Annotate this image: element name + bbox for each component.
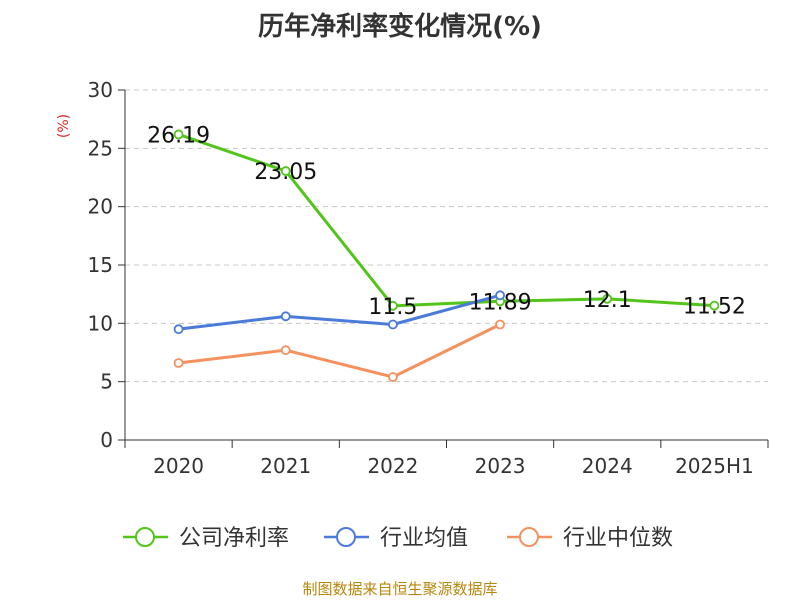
data-point-2-0 <box>173 358 184 368</box>
x-tick-label-2024: 2024 <box>582 454 633 478</box>
y-tick-label-30: 30 <box>88 78 113 102</box>
grid-lines <box>125 89 768 383</box>
data-point-1-3 <box>495 290 505 301</box>
data-point-2-2 <box>388 372 398 382</box>
data-point-0-4 <box>602 293 613 304</box>
x-tick-label-2022: 2022 <box>367 454 418 478</box>
data-label-0-1: 23.05 <box>254 160 317 185</box>
data-point-0-1 <box>280 166 291 176</box>
legend-marker-1 <box>336 527 356 547</box>
data-point-0-5 <box>709 300 720 311</box>
data-label-0-2: 11.5 <box>368 295 417 320</box>
y-tick-label-5: 5 <box>100 370 113 394</box>
legend-marker-2 <box>519 527 539 547</box>
chart-title: 历年净利率变化情况(%) <box>258 12 542 42</box>
x-tick-label-2023: 2023 <box>475 454 526 478</box>
series-line-0 <box>178 133 715 308</box>
y-tick-label-0: 0 <box>100 428 113 452</box>
data-labels: 26.19 23.05 11.5 11.89 12.1 11.52 <box>147 123 746 319</box>
source-note: 制图数据来自恒生聚源数据库 <box>302 580 498 598</box>
legend: 公司净利率 行业均值 行业中位数 <box>123 526 673 551</box>
x-tick-label-2021: 2021 <box>260 454 311 478</box>
legend-label-0: 公司净利率 <box>179 526 289 551</box>
data-point-0-0 <box>173 129 184 140</box>
y-tick-label-25: 25 <box>88 136 113 160</box>
y-tick-label-20: 20 <box>88 195 113 219</box>
legend-label-2: 行业中位数 <box>563 526 673 551</box>
y-tick-label-10: 10 <box>88 311 113 335</box>
data-point-1-2 <box>388 319 398 330</box>
series-line-2 <box>178 323 501 379</box>
data-point-2-1 <box>280 345 291 356</box>
y-tick-labels: 0 5 10 15 20 25 30 <box>88 78 113 452</box>
data-point-1-0 <box>173 324 184 335</box>
x-tick-label-2025H1: 2025H1 <box>675 454 754 478</box>
data-label-0-4: 12.1 <box>583 288 632 313</box>
y-tick-label-15: 15 <box>88 253 113 277</box>
y-axis-label: (%) <box>56 114 72 138</box>
x-tick-labels: 2020 2021 2022 2023 2024 2025H1 <box>153 454 754 478</box>
data-point-1-1 <box>280 311 291 322</box>
data-label-0-3: 11.89 <box>469 290 532 315</box>
data-point-0-2 <box>388 300 398 311</box>
data-label-0-5: 11.52 <box>683 295 746 320</box>
legend-marker-0 <box>135 527 155 547</box>
series-lines <box>173 129 720 382</box>
legend-label-1: 行业均值 <box>380 526 468 551</box>
axes <box>118 89 769 448</box>
x-tick-label-2020: 2020 <box>153 454 204 478</box>
data-label-0-0: 26.19 <box>147 123 210 148</box>
series-line-1 <box>178 293 501 331</box>
data-point-2-3 <box>495 319 505 330</box>
